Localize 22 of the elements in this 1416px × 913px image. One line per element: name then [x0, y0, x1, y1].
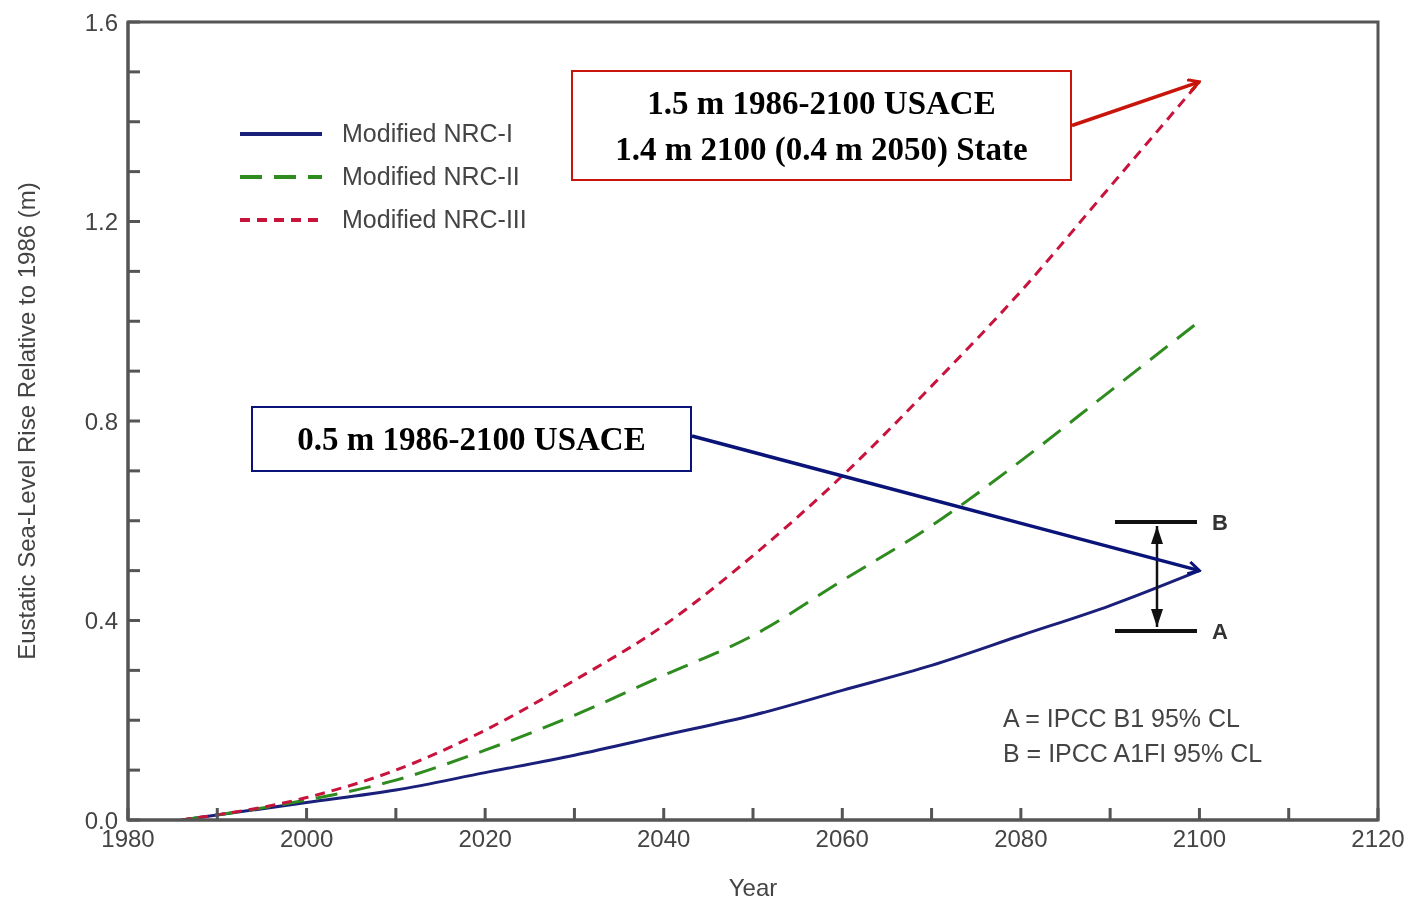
y-tick-label: 0.8 [84, 407, 118, 435]
x-axis-title: Year [728, 874, 778, 901]
x-tick-label: 2100 [1172, 825, 1227, 853]
x-tick-label: 2020 [458, 825, 512, 853]
x-tick-label: 2040 [637, 825, 691, 853]
legend-label: Modified NRC-I [342, 119, 513, 148]
x-tick-label: 2000 [279, 825, 334, 853]
y-tick-label: 1.6 [84, 8, 118, 36]
y-tick-label: 0.4 [84, 607, 118, 635]
legend-label: Modified NRC-II [342, 162, 520, 191]
annotation: B [1212, 510, 1228, 535]
annotation: B = IPCC A1FI 95% CL [1003, 738, 1263, 769]
y-tick-label: 1.2 [84, 208, 118, 236]
x-tick-label: 2120 [1351, 825, 1405, 853]
annotation: 1.5 m 1986-2100 USACE 1.4 m 2100 (0.4 m 2050) State [615, 83, 1028, 169]
legend-label: Modified NRC-III [342, 205, 527, 234]
x-tick-label: 2080 [994, 825, 1048, 853]
annotation: A = IPCC B1 95% CL [1003, 703, 1241, 734]
annotation: A [1212, 619, 1228, 644]
y-axis-title: Eustatic Sea-Level Rise Relative to 1986 (m) [12, 182, 40, 660]
annotation: 0.5 m 1986-2100 USACE [297, 420, 646, 459]
x-tick-label: 2060 [815, 825, 869, 853]
